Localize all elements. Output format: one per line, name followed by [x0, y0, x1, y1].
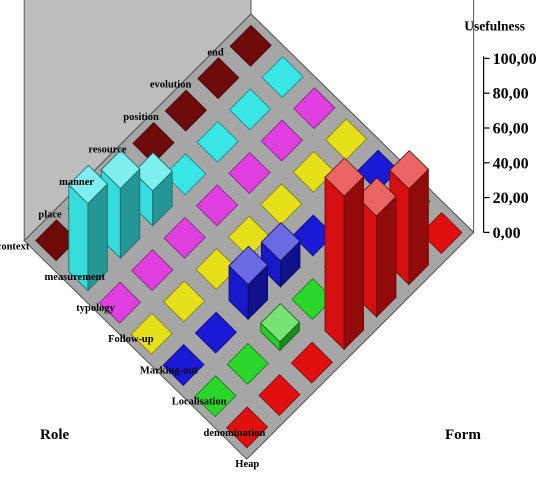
- role-label-manner: manner: [59, 177, 94, 188]
- z-axis-title: Usefulness: [464, 18, 525, 33]
- bar-front-face: [325, 177, 344, 349]
- z-tick-label: 80,00: [493, 86, 529, 103]
- role-label-resource: resource: [88, 145, 126, 156]
- form-label-localisation: Localisation: [172, 397, 227, 408]
- z-tick-label: 40,00: [493, 155, 529, 172]
- role-label-place: place: [38, 209, 62, 220]
- form-label-heap: Heap: [235, 459, 259, 470]
- form-label-typology: typology: [76, 303, 115, 314]
- form-label-measurement: measurement: [45, 272, 106, 283]
- form-label-marking-out: Marking-out: [140, 365, 198, 376]
- bar-side-face: [409, 169, 429, 284]
- cell-resource-heap: [325, 158, 364, 349]
- form-label-follow-up: Follow-up: [108, 334, 154, 345]
- role-label-context: context: [0, 242, 30, 253]
- bar-side-face: [344, 177, 364, 350]
- bar-side-face: [377, 197, 397, 317]
- z-tick-label: 100,00: [493, 51, 536, 68]
- role-label-position: position: [123, 112, 159, 123]
- role-label-end: end: [207, 47, 224, 58]
- z-tick-label: 60,00: [493, 121, 529, 138]
- z-tick-label: 0,00: [493, 225, 521, 242]
- form-label-denomination: denomination: [204, 428, 266, 439]
- z-tick-label: 20,00: [493, 190, 529, 207]
- role-axis-title: Role: [40, 427, 70, 443]
- form-axis-title: Form: [445, 427, 481, 443]
- role-label-evolution: evolution: [150, 80, 192, 91]
